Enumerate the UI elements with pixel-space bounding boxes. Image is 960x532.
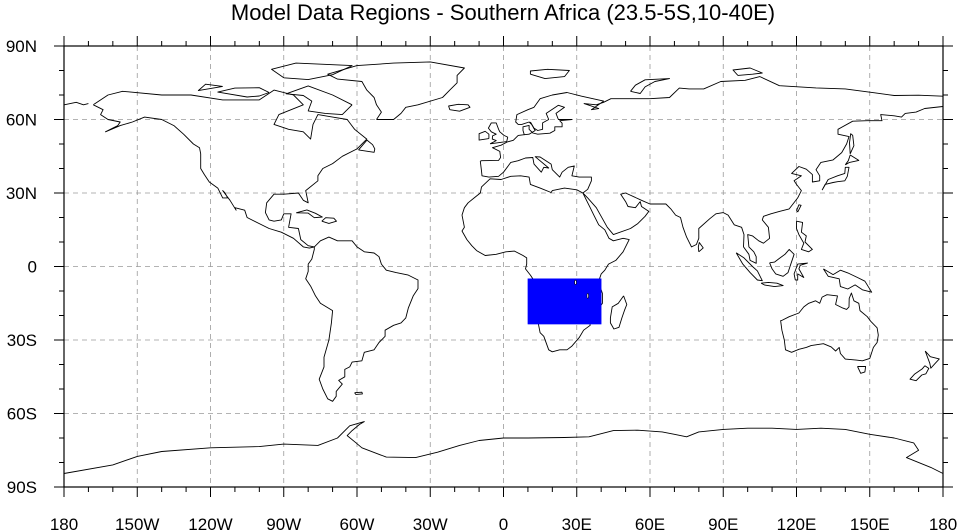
lat-tick-label: 60N: [6, 111, 37, 130]
coastline-segment: [769, 248, 795, 277]
coastline-segment: [461, 175, 630, 353]
lon-tick-label: 90W: [266, 515, 301, 532]
lat-tick-label: 30N: [6, 184, 37, 203]
axis-labels: 180 150W 120W 90W 60W 30W 0 30E 60E 90E 120E 150E 18…: [6, 37, 957, 532]
lon-tick-label: 90E: [708, 515, 738, 532]
coastline-segment: [849, 133, 855, 154]
region-box: [527, 278, 602, 325]
coastline-segment: [909, 365, 930, 382]
coastline-segment: [844, 154, 860, 166]
lake-tanganyika: [574, 279, 577, 285]
coastline-segment: [197, 83, 223, 92]
lon-tick-label: 180: [929, 515, 957, 532]
coastline-segment: [796, 204, 802, 213]
lon-tick-label: 120W: [188, 515, 232, 532]
coastline-segment: [780, 292, 879, 362]
axis-ticks: [54, 36, 953, 497]
lon-tick-label: 120E: [777, 515, 817, 532]
coastline-segment: [305, 236, 419, 402]
coastline-segment: [448, 103, 471, 112]
coastline-segment: [529, 68, 570, 80]
coastline-segment: [697, 242, 704, 253]
coastline-segment: [64, 101, 89, 106]
coastline-segment: [478, 130, 490, 141]
coastline-segment: [732, 67, 763, 76]
coastline-segment: [609, 295, 628, 330]
coastline-segment: [321, 217, 337, 224]
coastline-segment: [515, 76, 943, 136]
coastline-segment: [793, 262, 808, 281]
lon-tick-label: 30W: [413, 515, 448, 532]
coastline-segment: [857, 366, 867, 374]
map-title: Model Data Regions - Southern Africa (23…: [231, 0, 775, 25]
lat-tick-label: 60S: [7, 405, 37, 424]
coastline-segment: [271, 62, 353, 81]
coastline-segment: [823, 268, 873, 293]
lat-tick-label: 30S: [7, 331, 37, 350]
coastline-segment: [354, 391, 363, 395]
coastline-segment: [63, 421, 944, 474]
lon-tick-label: 150E: [850, 515, 890, 532]
lat-tick-label: 0: [28, 258, 37, 277]
coastline-segment: [480, 134, 525, 162]
lon-tick-label: 60W: [340, 515, 375, 532]
lon-tick-label: 150W: [115, 515, 159, 532]
coastline-segment: [358, 139, 376, 153]
lat-tick-label: 90S: [7, 478, 37, 497]
lake-malawi: [586, 293, 589, 299]
coastline-segment: [217, 87, 270, 98]
highlighted-region: [527, 278, 602, 325]
coastline-segment: [924, 350, 940, 369]
coastline-segment: [821, 166, 850, 191]
coastline-segment: [487, 122, 509, 145]
coastline-segment: [285, 85, 353, 116]
coastline-segment: [735, 252, 763, 282]
coastline-segment: [630, 78, 670, 94]
lon-tick-label: 60E: [635, 515, 665, 532]
coastline-segment: [93, 89, 368, 249]
gridlines: [64, 46, 943, 487]
lat-tick-label: 90N: [6, 37, 37, 56]
coastline-segment: [760, 281, 784, 288]
coastlines: [63, 61, 944, 474]
lon-tick-label: 0: [499, 515, 508, 532]
coastline-segment: [796, 220, 813, 253]
coastline-segment: [479, 106, 943, 264]
coastline-segment: [296, 209, 323, 219]
lon-tick-label: 180: [50, 515, 78, 532]
lon-tick-label: 30E: [562, 515, 592, 532]
coastline-segment: [327, 61, 465, 120]
